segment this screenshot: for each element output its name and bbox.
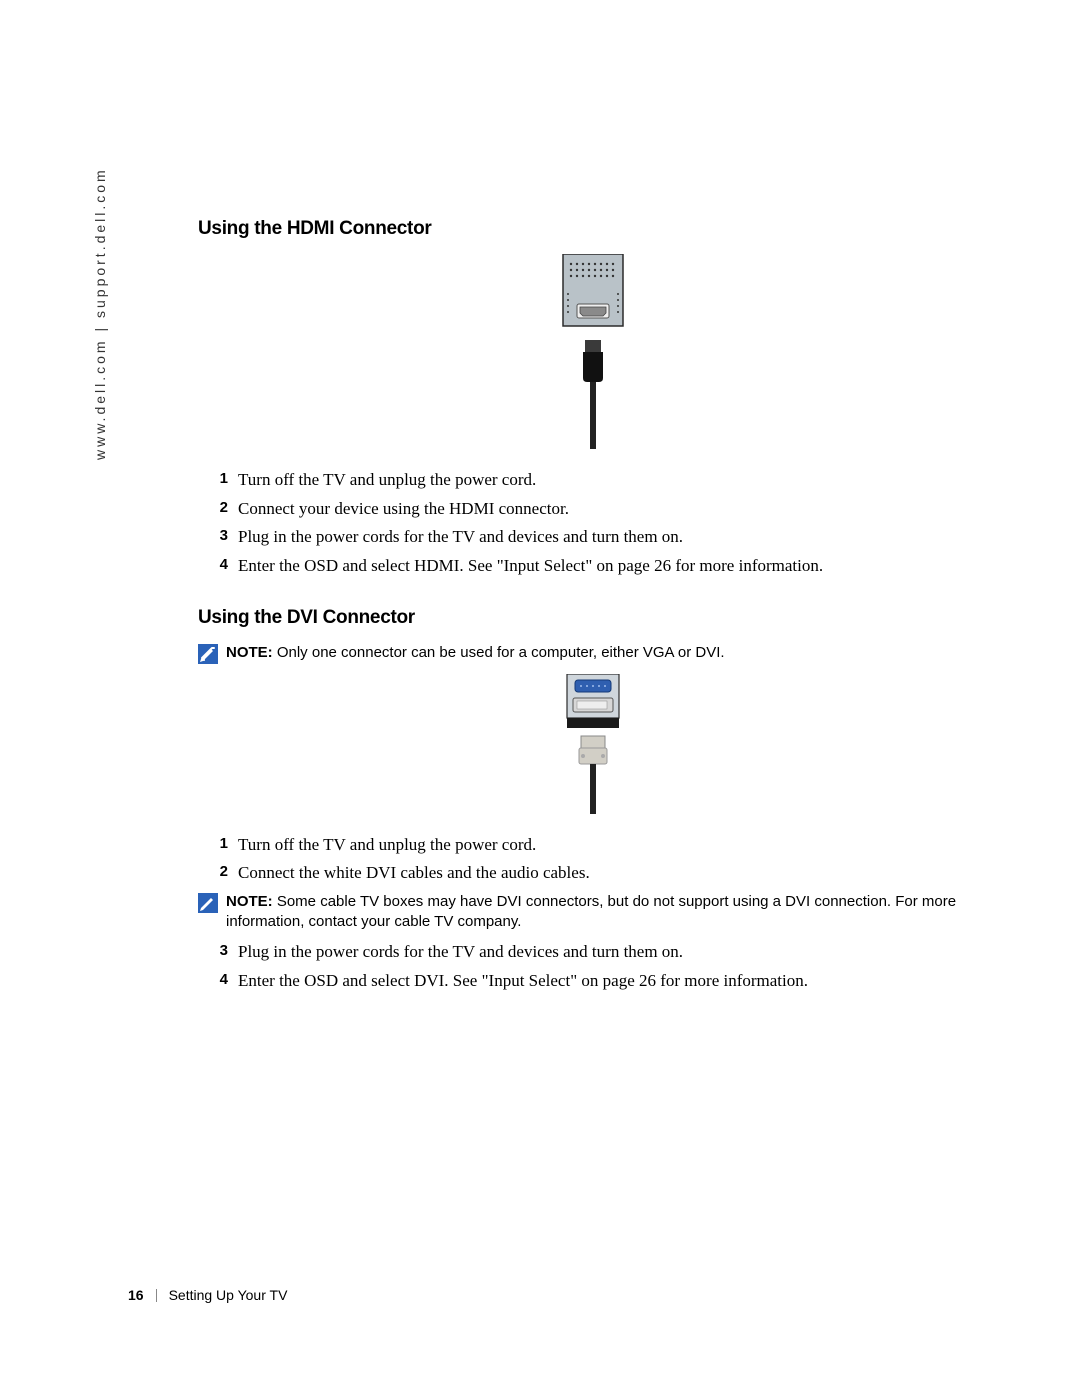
heading-hdmi: Using the HDMI Connector: [198, 218, 988, 240]
step-text: Plug in the power cords for the TV and d…: [238, 940, 988, 965]
footer-divider: [156, 1289, 157, 1302]
note-icon: [198, 893, 218, 913]
note-top: NOTE: Only one connector can be used for…: [198, 643, 988, 664]
step-number: 2: [198, 861, 238, 883]
step-number: 4: [198, 554, 238, 576]
note-mid: NOTE: Some cable TV boxes may have DVI c…: [198, 892, 988, 933]
page-number: 16: [128, 1287, 144, 1303]
page-footer: 16 Setting Up Your TV: [128, 1287, 287, 1303]
step-text: Enter the OSD and select HDMI. See "Inpu…: [238, 554, 988, 579]
main-content: Using the HDMI Connector: [198, 218, 988, 998]
step-text: Connect your device using the HDMI conne…: [238, 497, 988, 522]
note-icon: [198, 644, 218, 664]
step-number: 3: [198, 940, 238, 962]
step-number: 3: [198, 525, 238, 547]
figure-hdmi: [198, 254, 988, 454]
list-item: 4 Enter the OSD and select DVI. See "Inp…: [198, 969, 988, 994]
dvi-connector-illustration: [561, 674, 625, 814]
steps-hdmi: 1 Turn off the TV and unplug the power c…: [198, 468, 988, 579]
list-item: 4 Enter the OSD and select HDMI. See "In…: [198, 554, 988, 579]
step-text: Turn off the TV and unplug the power cor…: [238, 833, 988, 858]
side-url: www.dell.com | support.dell.com: [92, 167, 108, 460]
note-label: NOTE:: [226, 644, 273, 661]
note-text: NOTE: Some cable TV boxes may have DVI c…: [226, 892, 988, 933]
step-text: Enter the OSD and select DVI. See "Input…: [238, 969, 988, 994]
list-item: 3 Plug in the power cords for the TV and…: [198, 940, 988, 965]
document-page: www.dell.com | support.dell.com Using th…: [0, 0, 1080, 1397]
note-body: Some cable TV boxes may have DVI connect…: [226, 893, 956, 930]
note-text: NOTE: Only one connector can be used for…: [226, 643, 988, 663]
list-item: 1 Turn off the TV and unplug the power c…: [198, 833, 988, 858]
figure-dvi: [198, 674, 988, 819]
step-number: 1: [198, 833, 238, 855]
note-label: NOTE:: [226, 893, 273, 910]
list-item: 3 Plug in the power cords for the TV and…: [198, 525, 988, 550]
step-text: Connect the white DVI cables and the aud…: [238, 861, 988, 886]
steps-dvi-a: 1 Turn off the TV and unplug the power c…: [198, 833, 988, 886]
step-text: Turn off the TV and unplug the power cor…: [238, 468, 988, 493]
step-number: 4: [198, 969, 238, 991]
list-item: 1 Turn off the TV and unplug the power c…: [198, 468, 988, 493]
footer-section-title: Setting Up Your TV: [169, 1287, 288, 1303]
step-text: Plug in the power cords for the TV and d…: [238, 525, 988, 550]
steps-dvi-b: 3 Plug in the power cords for the TV and…: [198, 940, 988, 993]
heading-dvi: Using the DVI Connector: [198, 607, 988, 629]
step-number: 1: [198, 468, 238, 490]
note-body: Only one connector can be used for a com…: [273, 644, 725, 661]
step-number: 2: [198, 497, 238, 519]
list-item: 2 Connect your device using the HDMI con…: [198, 497, 988, 522]
list-item: 2 Connect the white DVI cables and the a…: [198, 861, 988, 886]
hdmi-connector-illustration: [553, 254, 633, 449]
